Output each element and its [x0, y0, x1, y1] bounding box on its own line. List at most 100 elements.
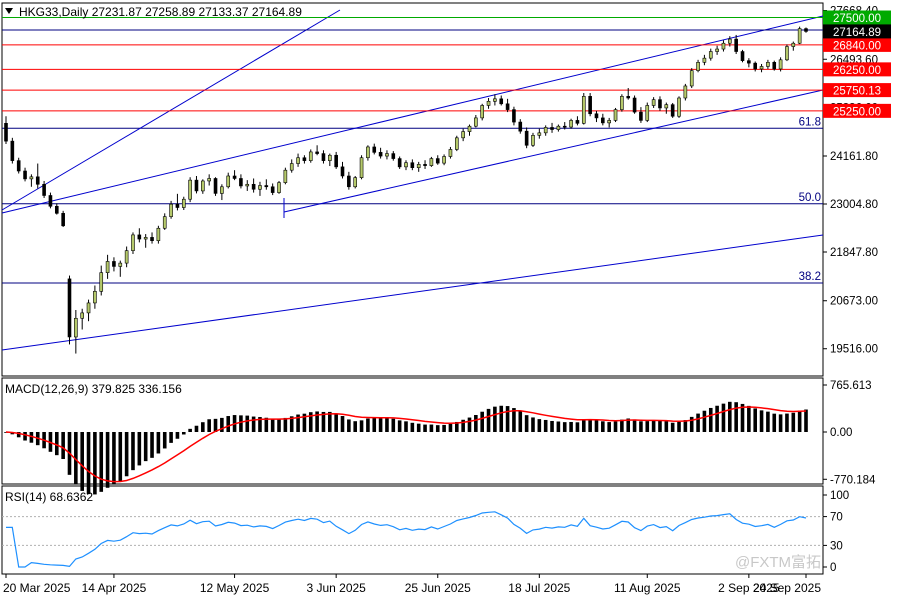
candle-bear: [550, 127, 554, 130]
current-price-label: 27164.89: [833, 27, 881, 39]
macd-bar: [778, 414, 783, 432]
candle-bear: [67, 278, 72, 338]
rsi-tick-label: 0: [830, 562, 836, 574]
candle-bull: [448, 149, 453, 157]
candle-bear: [321, 153, 326, 161]
macd-bar: [435, 425, 440, 432]
trend-lines: [1, 9, 824, 351]
candle-bull: [556, 125, 561, 130]
macd-bar: [54, 432, 59, 456]
candle-bull: [245, 183, 250, 187]
candle-bull: [416, 164, 421, 168]
macd-bar: [239, 415, 243, 432]
candle-bear: [175, 203, 180, 208]
candle-bear: [499, 98, 504, 105]
candle-bull: [105, 261, 110, 273]
level-label: 26250.00: [833, 65, 881, 77]
trend-line: [283, 89, 824, 213]
rsi-tick-label: 100: [830, 490, 849, 502]
candle-bull: [93, 291, 97, 304]
candle-bull: [359, 157, 364, 178]
macd-bar: [93, 432, 97, 495]
candle-bear: [601, 117, 605, 124]
candlestick-series: [4, 26, 808, 354]
candle-bull: [531, 135, 535, 146]
macd-bar: [550, 420, 554, 432]
macd-bar: [524, 415, 529, 432]
candle-bull: [74, 317, 78, 338]
candle-bear: [524, 130, 529, 146]
macd-bar: [188, 428, 192, 432]
macd-bar: [366, 418, 370, 432]
macd-bar: [334, 413, 338, 432]
macd-bar: [258, 417, 262, 432]
candle-bear: [10, 140, 15, 161]
macd-bar: [302, 413, 307, 432]
candle-bull: [493, 98, 497, 102]
macd-bar: [137, 432, 142, 466]
macd-bar: [423, 424, 427, 432]
candle-bull: [467, 125, 472, 132]
candle-bull: [124, 250, 129, 264]
candle-bull: [569, 120, 573, 128]
macd-bar: [804, 409, 808, 432]
macd-series: [4, 401, 808, 495]
macd-bar: [543, 419, 548, 432]
macd-bar: [753, 408, 758, 432]
level-label: 25750.13: [833, 86, 881, 98]
fib-label: 38.2: [799, 271, 821, 283]
candle-bear: [512, 109, 516, 123]
macd-bar: [493, 406, 497, 432]
candle-bull: [613, 109, 618, 121]
macd-bar: [575, 422, 580, 432]
macd-bar: [594, 420, 599, 432]
macd-bar: [791, 412, 796, 432]
candle-bull: [766, 62, 770, 67]
symbol-dropdown-icon[interactable]: [5, 8, 13, 14]
macd-bar: [416, 423, 421, 432]
macd-bar: [639, 421, 643, 432]
candle-bear: [42, 183, 46, 196]
candle-bear: [54, 205, 59, 214]
macd-bar: [461, 419, 465, 432]
candle-bear: [340, 166, 345, 177]
level-label-box: [823, 37, 891, 52]
candle-bear: [372, 146, 377, 153]
macd-bar: [702, 410, 707, 432]
candle-bull: [791, 42, 796, 47]
candle-bear: [239, 178, 243, 187]
level-label: 26840.00: [833, 40, 881, 52]
candle-bear: [23, 170, 27, 180]
candle-bear: [575, 120, 580, 124]
macd-bar: [321, 411, 326, 432]
macd-bar: [353, 421, 358, 432]
macd-bar: [772, 413, 777, 432]
macd-bar: [201, 422, 205, 432]
macd-bar: [645, 421, 650, 432]
candle-bull: [689, 70, 694, 87]
candle-bull: [283, 169, 288, 183]
x-tick-label: 2 Sep 2025: [718, 581, 780, 595]
macd-bar: [537, 419, 542, 432]
candle-bull: [715, 48, 719, 52]
macd-bar: [86, 432, 91, 495]
candle-bull: [143, 237, 148, 240]
macd-bar: [385, 417, 389, 432]
macd-bar: [512, 408, 516, 432]
candle-bear: [264, 185, 269, 188]
level-label-box: [823, 62, 891, 77]
candle-bull: [797, 28, 802, 44]
fib-label: 50.0: [799, 192, 821, 204]
macd-tick-label: 0.00: [830, 427, 852, 439]
macd-bar: [696, 413, 700, 432]
candle-bull: [328, 154, 332, 161]
macd-bar: [670, 422, 675, 432]
macd-bar: [581, 419, 586, 432]
macd-bar: [588, 419, 592, 432]
macd-bar: [156, 432, 161, 454]
candle-bear: [61, 213, 65, 227]
macd-bar: [404, 421, 408, 432]
macd-bar: [620, 419, 624, 432]
